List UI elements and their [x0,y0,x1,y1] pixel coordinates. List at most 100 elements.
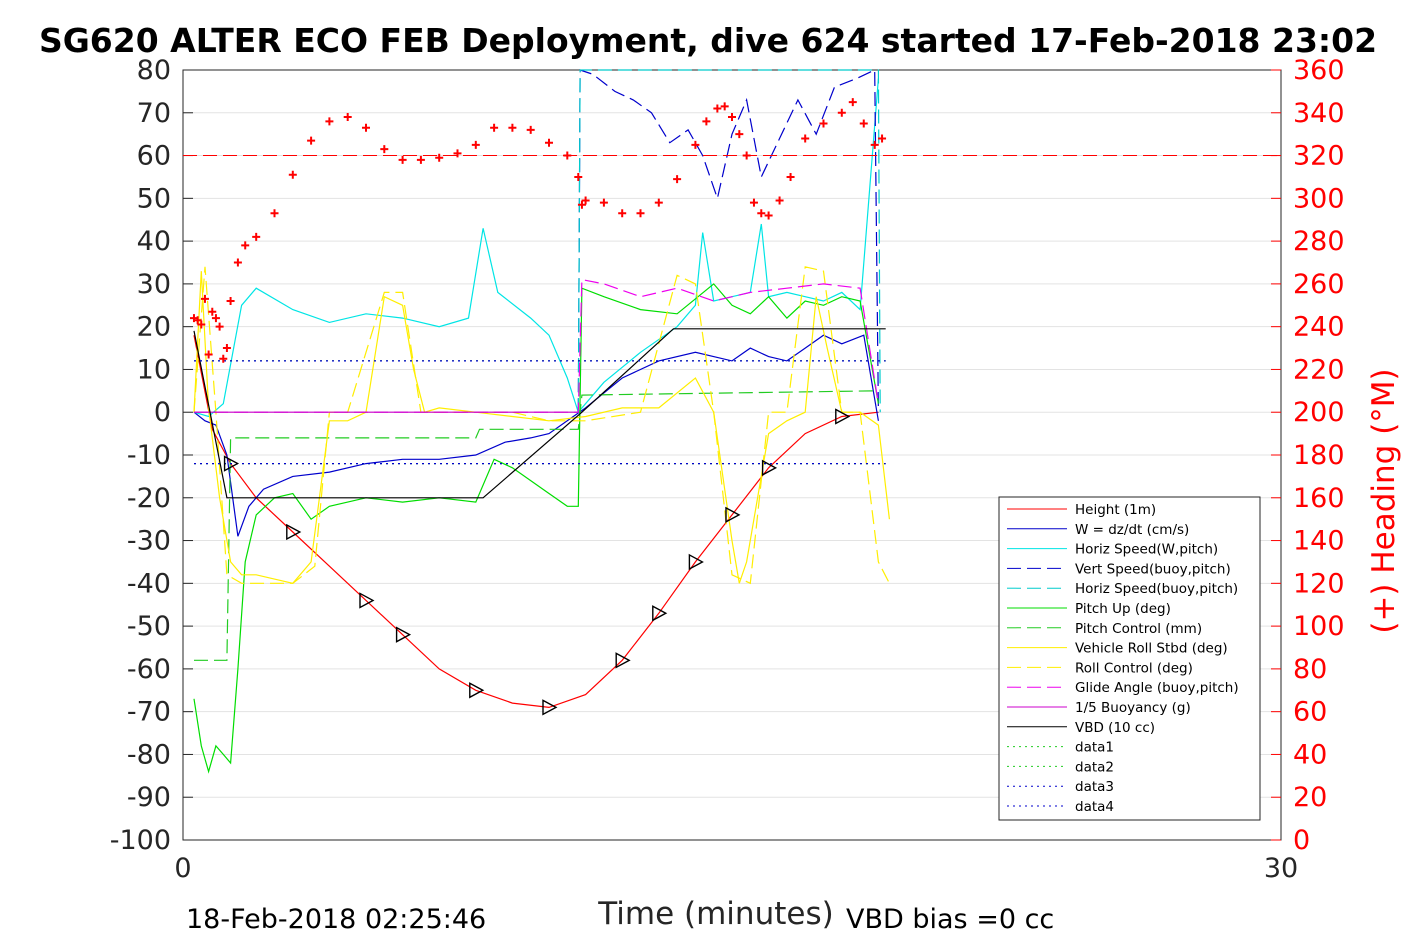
series-horiz_w [193,78,879,418]
heading-point [735,130,744,139]
heading-point [490,123,499,132]
heading-point [577,200,586,209]
y-right-tick-label: 60 [1293,697,1327,728]
series-roll_ctrl [193,266,890,585]
y-tick-label: 0 [154,397,171,428]
height-marker [761,459,778,477]
y-tick-label: 70 [137,98,171,129]
y-tick-label: -50 [127,611,171,642]
heading-point [325,117,334,126]
y-right-tick-label: 340 [1293,98,1345,129]
y-tick-label: -80 [127,739,171,770]
x-tick-label: 0 [174,853,191,884]
legend-label: W = dz/dt (cm/s) [1075,522,1189,538]
height-marker [395,626,412,643]
heading-point [200,294,209,303]
legend-label: Height (1m) [1075,502,1156,518]
height-marker [688,553,704,571]
y-right-tick-label: 100 [1293,611,1345,642]
y-right-tick-label: 200 [1293,397,1345,428]
y-right-tick-label: 260 [1293,269,1345,300]
heading-point [471,140,480,149]
heading-point [713,104,722,113]
series-roll [193,271,890,584]
heading-point [819,119,828,128]
y-tick-label: -70 [127,697,171,728]
chart-title: SG620 ALTER ECO FEB Deployment, dive 624… [39,21,1377,60]
height-marker [835,408,851,425]
heading-point [398,155,407,164]
y-right-tick-label: 300 [1293,183,1345,214]
heading-point [599,198,608,207]
series-pitch [193,283,879,774]
heading-point [215,322,224,331]
heading-point [581,196,590,205]
height-marker [652,605,668,622]
legend-box [998,496,1261,821]
heading-point [574,172,583,181]
y-tick-label: 50 [137,183,171,214]
legend-label: 1/5 Buoyancy (g) [1075,700,1191,716]
heading-point [563,151,572,160]
y-tick-label: -40 [127,568,171,599]
heading-point [252,232,261,241]
legend-label: Vehicle Roll Stbd (deg) [1075,641,1228,657]
y-tick-label: 20 [137,312,171,343]
footer-vbd-bias: VBD bias =0 cc [846,904,1054,935]
heading-point [837,108,846,117]
y-tick-label: 40 [137,226,171,257]
heading-point [859,119,868,128]
height-marker [725,506,741,524]
legend-label: Vert Speed(buoy,pitch) [1075,561,1231,577]
legend-label: data2 [1075,759,1114,775]
heading-point [208,307,217,316]
height-marker [469,682,485,699]
y-tick-label: -30 [127,526,171,557]
series-vbd [193,328,886,499]
legend-label: data4 [1075,799,1114,815]
heading-point [307,136,316,145]
heading-point [270,209,279,218]
heading-point [219,354,228,363]
height-marker [286,523,302,541]
height-marker [223,455,240,472]
legend-label: data1 [1075,740,1114,756]
y-right-tick-label: 120 [1293,568,1345,599]
y-right-tick-label: 160 [1293,483,1345,514]
heading-point [775,196,784,205]
y-right-tick-label: 40 [1293,739,1327,770]
y-axis-right-label: (+) Heading (°M) [1366,368,1402,633]
heading-point [742,151,751,160]
heading-point [226,297,235,305]
series-pitch_ctrl [194,390,879,661]
series-glide [194,278,879,413]
heading-point [720,102,729,111]
heading-point [870,140,879,149]
legend-label: Horiz Speed(buoy,pitch) [1075,581,1238,597]
y-tick-label: -90 [127,782,171,813]
heading-point [749,198,758,207]
y-tick-label: 80 [137,55,171,86]
heading-point [233,258,242,267]
y-right-tick-label: 20 [1293,782,1327,813]
heading-point [764,211,773,220]
legend-label: Roll Control (deg) [1075,660,1193,676]
y-right-tick-label: 280 [1293,226,1345,257]
heading-point [197,320,206,329]
y-right-tick-label: 180 [1293,440,1345,471]
legend-label: Horiz Speed(W,pitch) [1075,542,1218,558]
heading-point [691,140,700,149]
y-tick-label: 60 [137,141,171,172]
heading-point [380,145,389,154]
heading-point [654,198,663,207]
legend-label: Pitch Up (deg) [1075,601,1171,617]
series-vert_buoy [577,69,879,413]
y-axis-right: 0 20 40 60 80 100 120 140 160 180 200 220 240 260 280 3… [1271,55,1345,856]
y-right-tick-label: 320 [1293,141,1345,172]
heading-point [416,155,425,164]
y-tick-label: -10 [127,440,171,471]
y-tick-label: -100 [110,825,171,856]
y-tick-label: 10 [137,354,171,385]
heading-series [183,98,1281,363]
